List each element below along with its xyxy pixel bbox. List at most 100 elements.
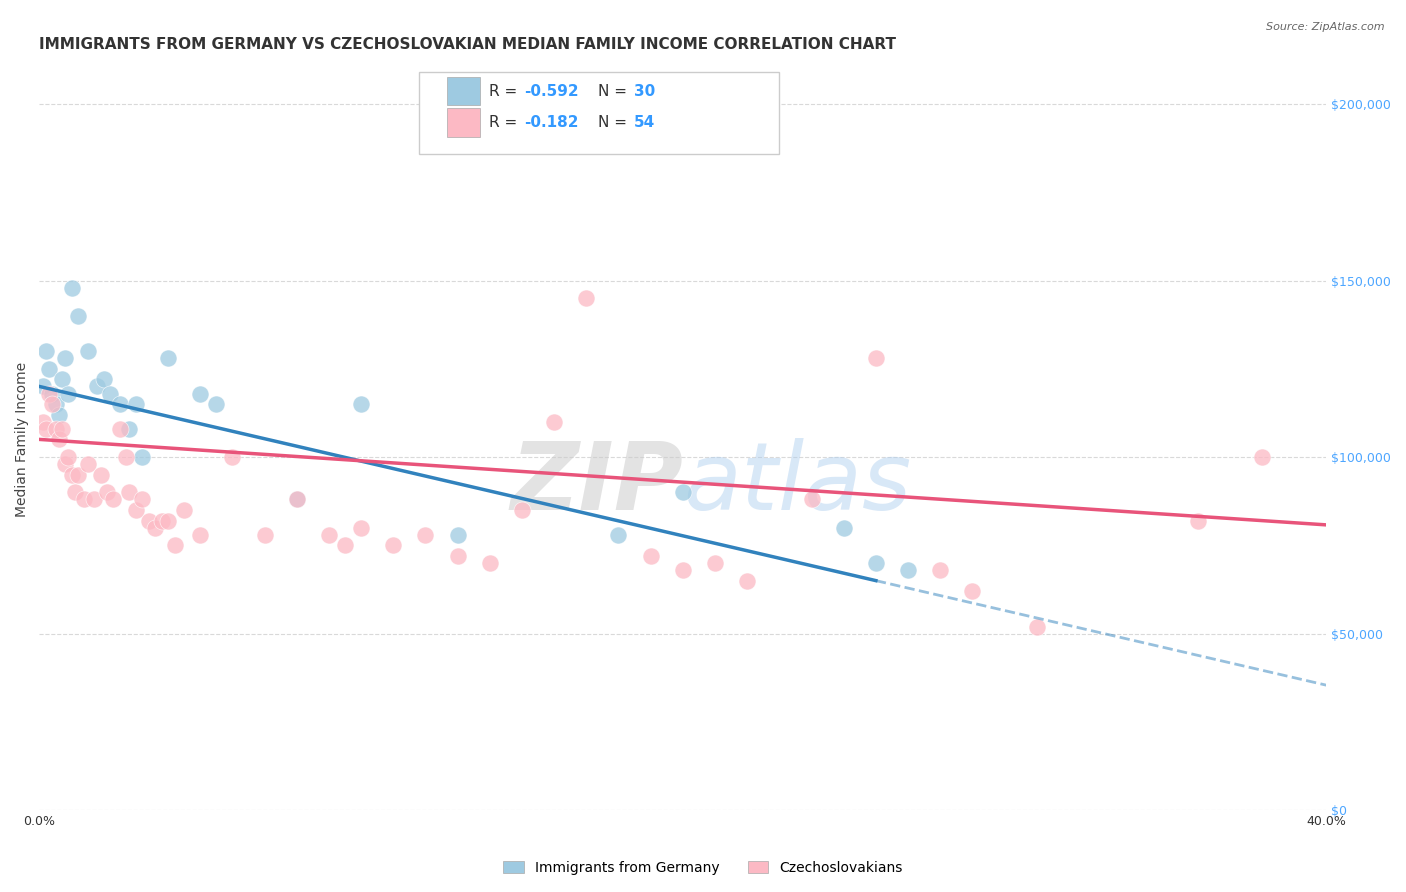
Legend: Immigrants from Germany, Czechoslovakians: Immigrants from Germany, Czechoslovakian… (498, 855, 908, 880)
Point (66, 467, 89, 482)
Point (897, 563, 920, 577)
Point (672, 563, 695, 577)
Point (800, 492, 823, 507)
Point (415, 527, 437, 541)
Point (138, 514, 160, 528)
Point (35, 422, 58, 436)
Point (865, 351, 887, 366)
Point (832, 521, 855, 535)
Point (31, 379, 53, 393)
Point (607, 527, 630, 541)
Text: -0.182: -0.182 (524, 115, 579, 130)
Point (704, 556, 727, 570)
Point (672, 485, 695, 500)
Point (253, 527, 276, 541)
Point (51, 422, 73, 436)
FancyBboxPatch shape (447, 77, 479, 105)
Point (48, 408, 70, 422)
Point (66, 309, 89, 323)
Point (221, 450, 243, 464)
Point (115, 450, 138, 464)
Point (962, 584, 984, 599)
Point (143, 521, 166, 535)
Point (285, 492, 308, 507)
Point (86, 379, 108, 393)
Point (58, 450, 80, 464)
Point (73, 492, 96, 507)
Point (446, 549, 468, 563)
Point (333, 538, 356, 552)
Point (125, 503, 148, 517)
Point (1025, 619, 1047, 633)
Point (51, 372, 73, 386)
Point (103, 492, 125, 507)
Point (205, 397, 228, 411)
Point (44, 422, 66, 436)
Point (108, 422, 131, 436)
Point (150, 514, 173, 528)
Point (575, 291, 598, 305)
Point (131, 450, 153, 464)
Point (108, 397, 131, 411)
Text: Source: ZipAtlas.com: Source: ZipAtlas.com (1267, 22, 1385, 32)
Point (318, 527, 340, 541)
Text: N =: N = (598, 115, 631, 130)
Point (41, 386, 63, 401)
Point (188, 527, 211, 541)
Point (118, 485, 141, 500)
Point (96, 485, 118, 500)
Point (929, 563, 952, 577)
Point (1187, 514, 1209, 528)
Text: R =: R = (488, 84, 522, 99)
Point (478, 556, 501, 570)
Point (188, 386, 211, 401)
Y-axis label: Median Family Income: Median Family Income (15, 362, 30, 517)
Point (118, 422, 141, 436)
Text: IMMIGRANTS FROM GERMANY VS CZECHOSLOVAKIAN MEDIAN FAMILY INCOME CORRELATION CHAR: IMMIGRANTS FROM GERMANY VS CZECHOSLOVAKI… (39, 37, 897, 53)
Point (98, 386, 121, 401)
Point (93, 372, 115, 386)
Point (131, 492, 153, 507)
Text: R =: R = (488, 115, 522, 130)
Point (382, 538, 405, 552)
Point (44, 397, 66, 411)
Point (60, 280, 83, 294)
Point (446, 527, 468, 541)
Point (350, 521, 373, 535)
Point (38, 361, 60, 376)
Point (53, 457, 76, 471)
Text: 54: 54 (634, 115, 655, 130)
Point (1251, 450, 1274, 464)
Point (865, 556, 887, 570)
Point (83, 492, 105, 507)
Point (60, 467, 83, 482)
Point (285, 492, 308, 507)
Text: ZIP: ZIP (510, 438, 683, 530)
Point (640, 549, 662, 563)
Point (63, 485, 86, 500)
Text: -0.592: -0.592 (524, 84, 579, 99)
Point (90, 467, 112, 482)
FancyBboxPatch shape (419, 72, 779, 154)
Point (58, 386, 80, 401)
Point (173, 503, 195, 517)
Point (543, 415, 565, 429)
FancyBboxPatch shape (447, 109, 479, 136)
Point (35, 344, 58, 359)
Point (76, 344, 98, 359)
Point (163, 538, 186, 552)
Point (38, 386, 60, 401)
Point (735, 574, 758, 588)
Point (48, 433, 70, 447)
Point (125, 397, 148, 411)
Point (350, 397, 373, 411)
Point (157, 351, 180, 366)
Point (41, 397, 63, 411)
Text: atlas: atlas (683, 438, 911, 529)
Point (53, 351, 76, 366)
Point (510, 503, 533, 517)
Text: 30: 30 (634, 84, 655, 99)
Point (157, 514, 180, 528)
Point (31, 415, 53, 429)
Text: N =: N = (598, 84, 631, 99)
